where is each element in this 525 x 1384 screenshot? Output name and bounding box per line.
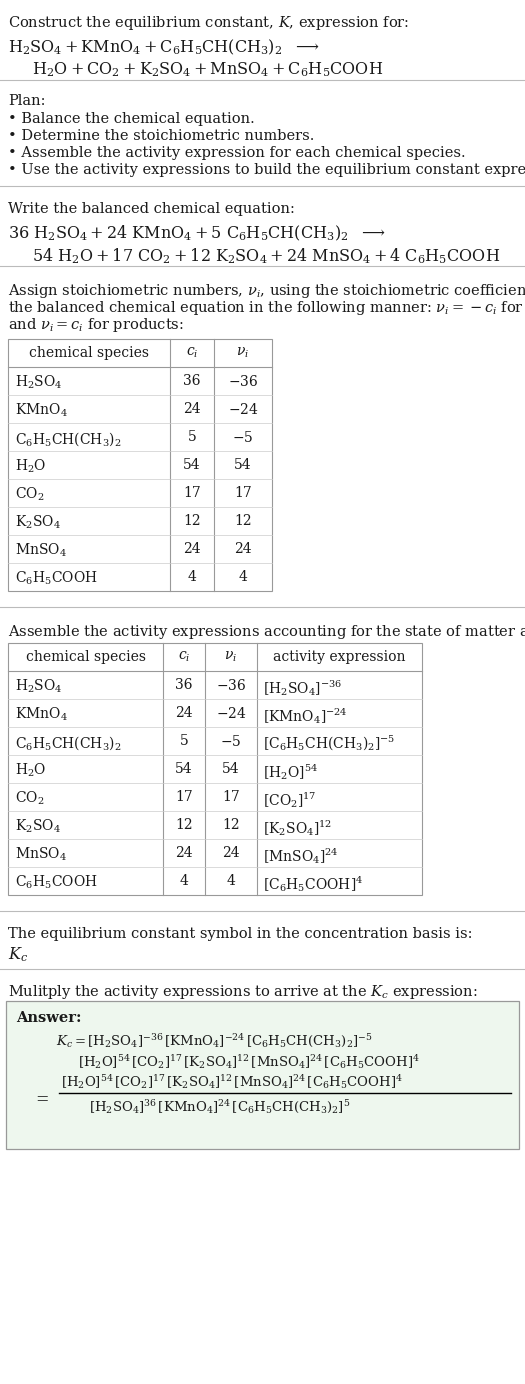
Text: $\mathrm{H_2SO_4}$: $\mathrm{H_2SO_4}$	[15, 678, 62, 695]
Text: 5: 5	[180, 734, 188, 747]
Text: 24: 24	[183, 543, 201, 556]
Text: $\mathrm{C_6H_5COOH}$: $\mathrm{C_6H_5COOH}$	[15, 570, 98, 587]
Bar	[8, 339, 272, 591]
Text: chemical species: chemical species	[26, 650, 145, 664]
Text: $\mathrm{H_2O}$: $\mathrm{H_2O}$	[15, 763, 46, 779]
Text: $[\mathrm{H_2SO_4}]^{-36}$: $[\mathrm{H_2SO_4}]^{-36}$	[263, 678, 342, 698]
Text: 24: 24	[183, 401, 201, 417]
Text: $[\mathrm{H_2SO_4}]^{36}\,[\mathrm{KMnO_4}]^{24}\,[\mathrm{C_6H_5CH(CH_3)_2}]^{5: $[\mathrm{H_2SO_4}]^{36}\,[\mathrm{KMnO_…	[89, 1099, 351, 1116]
Text: $\mathrm{KMnO_4}$: $\mathrm{KMnO_4}$	[15, 706, 68, 724]
Bar	[6, 1001, 519, 1149]
Text: $-5$: $-5$	[233, 430, 254, 446]
Text: Assemble the activity expressions accounting for the state of matter and $\nu_i$: Assemble the activity expressions accoun…	[8, 623, 525, 641]
Text: Assign stoichiometric numbers, $\nu_i$, using the stoichiometric coefficients, $: Assign stoichiometric numbers, $\nu_i$, …	[8, 282, 525, 300]
Text: $[\mathrm{H_2O}]^{54}$: $[\mathrm{H_2O}]^{54}$	[263, 763, 318, 782]
Text: $[\mathrm{CO_2}]^{17}$: $[\mathrm{CO_2}]^{17}$	[263, 790, 317, 810]
Text: Plan:: Plan:	[8, 94, 46, 108]
Text: $\mathrm{36\ H_2SO_4 + 24\ KMnO_4 + 5\ C_6H_5CH(CH_3)_2}$  $\longrightarrow$: $\mathrm{36\ H_2SO_4 + 24\ KMnO_4 + 5\ C…	[8, 224, 385, 244]
Text: 4: 4	[227, 875, 235, 889]
Text: 54: 54	[183, 458, 201, 472]
Text: $[\mathrm{C_6H_5COOH}]^{4}$: $[\mathrm{C_6H_5COOH}]^{4}$	[263, 875, 363, 894]
Text: $-36$: $-36$	[228, 374, 258, 389]
Text: $\mathrm{KMnO_4}$: $\mathrm{KMnO_4}$	[15, 401, 68, 419]
Text: • Assemble the activity expression for each chemical species.: • Assemble the activity expression for e…	[8, 145, 466, 161]
Text: 36: 36	[175, 678, 193, 692]
Text: chemical species: chemical species	[29, 346, 149, 360]
Text: 54: 54	[175, 763, 193, 776]
Text: 17: 17	[175, 790, 193, 804]
Text: $\mathrm{CO_2}$: $\mathrm{CO_2}$	[15, 790, 45, 807]
Text: $\mathrm{K_2SO_4}$: $\mathrm{K_2SO_4}$	[15, 818, 61, 836]
Text: 54: 54	[222, 763, 240, 776]
Text: 4: 4	[238, 570, 247, 584]
Text: 17: 17	[234, 486, 252, 500]
Text: $[\mathrm{C_6H_5CH(CH_3)_2}]^{-5}$: $[\mathrm{C_6H_5CH(CH_3)_2}]^{-5}$	[263, 734, 395, 753]
Text: $-5$: $-5$	[220, 734, 242, 749]
Text: $c_i$: $c_i$	[186, 346, 198, 360]
Text: The equilibrium constant symbol in the concentration basis is:: The equilibrium constant symbol in the c…	[8, 927, 472, 941]
Text: $[\mathrm{K_2SO_4}]^{12}$: $[\mathrm{K_2SO_4}]^{12}$	[263, 818, 332, 837]
Text: $\nu_i$: $\nu_i$	[236, 346, 249, 360]
Text: 12: 12	[234, 513, 252, 529]
Text: $\mathrm{CO_2}$: $\mathrm{CO_2}$	[15, 486, 45, 504]
Text: $=$: $=$	[32, 1089, 49, 1106]
Text: $\mathrm{H_2SO_4}$: $\mathrm{H_2SO_4}$	[15, 374, 62, 392]
Text: $K_c$: $K_c$	[8, 945, 28, 963]
Text: $\mathrm{H_2O + CO_2 + K_2SO_4 + MnSO_4 + C_6H_5COOH}$: $\mathrm{H_2O + CO_2 + K_2SO_4 + MnSO_4 …	[22, 60, 383, 79]
Text: $[\mathrm{KMnO_4}]^{-24}$: $[\mathrm{KMnO_4}]^{-24}$	[263, 706, 348, 725]
Text: $c_i$: $c_i$	[178, 650, 190, 664]
Text: Answer:: Answer:	[16, 1010, 81, 1026]
Text: • Balance the chemical equation.: • Balance the chemical equation.	[8, 112, 255, 126]
Text: $\mathrm{54\ H_2O + 17\ CO_2 + 12\ K_2SO_4 + 24\ MnSO_4 + 4\ C_6H_5COOH}$: $\mathrm{54\ H_2O + 17\ CO_2 + 12\ K_2SO…	[22, 246, 500, 266]
Text: 5: 5	[187, 430, 196, 444]
Text: activity expression: activity expression	[273, 650, 406, 664]
Bar	[8, 644, 422, 895]
Text: 4: 4	[187, 570, 196, 584]
Text: $\mathrm{MnSO_4}$: $\mathrm{MnSO_4}$	[15, 543, 67, 559]
Text: $K_c = [\mathrm{H_2SO_4}]^{-36}\,[\mathrm{KMnO_4}]^{-24}\,[\mathrm{C_6H_5CH(CH_3: $K_c = [\mathrm{H_2SO_4}]^{-36}\,[\mathr…	[56, 1032, 373, 1050]
Text: • Determine the stoichiometric numbers.: • Determine the stoichiometric numbers.	[8, 129, 314, 143]
Text: 12: 12	[175, 818, 193, 832]
Text: 4: 4	[180, 875, 188, 889]
Text: 24: 24	[175, 706, 193, 720]
Text: the balanced chemical equation in the following manner: $\nu_i = -c_i$ for react: the balanced chemical equation in the fo…	[8, 299, 525, 317]
Text: $\mathrm{C_6H_5CH(CH_3)_2}$: $\mathrm{C_6H_5CH(CH_3)_2}$	[15, 430, 121, 448]
Text: $-24$: $-24$	[228, 401, 258, 417]
Text: 24: 24	[175, 846, 193, 859]
Text: $\mathrm{H_2SO_4 + KMnO_4 + C_6H_5CH(CH_3)_2}$  $\longrightarrow$: $\mathrm{H_2SO_4 + KMnO_4 + C_6H_5CH(CH_…	[8, 37, 320, 57]
Text: $[\mathrm{MnSO_4}]^{24}$: $[\mathrm{MnSO_4}]^{24}$	[263, 846, 339, 866]
Text: 24: 24	[234, 543, 252, 556]
Text: $\mathrm{K_2SO_4}$: $\mathrm{K_2SO_4}$	[15, 513, 61, 531]
Text: and $\nu_i = c_i$ for products:: and $\nu_i = c_i$ for products:	[8, 316, 184, 334]
Text: $\mathrm{MnSO_4}$: $\mathrm{MnSO_4}$	[15, 846, 67, 864]
Text: 17: 17	[222, 790, 240, 804]
Text: $\nu_i$: $\nu_i$	[225, 650, 237, 664]
Text: 54: 54	[234, 458, 252, 472]
Text: 12: 12	[222, 818, 240, 832]
Text: • Use the activity expressions to build the equilibrium constant expression.: • Use the activity expressions to build …	[8, 163, 525, 177]
Text: 12: 12	[183, 513, 201, 529]
Text: $[\mathrm{H_2O}]^{54}\,[\mathrm{CO_2}]^{17}\,[\mathrm{K_2SO_4}]^{12}\,[\mathrm{M: $[\mathrm{H_2O}]^{54}\,[\mathrm{CO_2}]^{…	[78, 1053, 420, 1071]
Text: 24: 24	[222, 846, 240, 859]
Text: Mulitply the activity expressions to arrive at the $K_c$ expression:: Mulitply the activity expressions to arr…	[8, 983, 477, 1001]
Text: Write the balanced chemical equation:: Write the balanced chemical equation:	[8, 202, 295, 216]
Text: $-36$: $-36$	[216, 678, 246, 693]
Text: 17: 17	[183, 486, 201, 500]
Text: $[\mathrm{H_2O}]^{54}\,[\mathrm{CO_2}]^{17}\,[\mathrm{K_2SO_4}]^{12}\,[\mathrm{M: $[\mathrm{H_2O}]^{54}\,[\mathrm{CO_2}]^{…	[61, 1073, 403, 1091]
Text: $\mathrm{C_6H_5CH(CH_3)_2}$: $\mathrm{C_6H_5CH(CH_3)_2}$	[15, 734, 121, 752]
Text: 36: 36	[183, 374, 201, 388]
Text: $-24$: $-24$	[216, 706, 246, 721]
Text: $\mathrm{C_6H_5COOH}$: $\mathrm{C_6H_5COOH}$	[15, 875, 98, 891]
Text: Construct the equilibrium constant, $K$, expression for:: Construct the equilibrium constant, $K$,…	[8, 14, 410, 32]
Text: $\mathrm{H_2O}$: $\mathrm{H_2O}$	[15, 458, 46, 475]
